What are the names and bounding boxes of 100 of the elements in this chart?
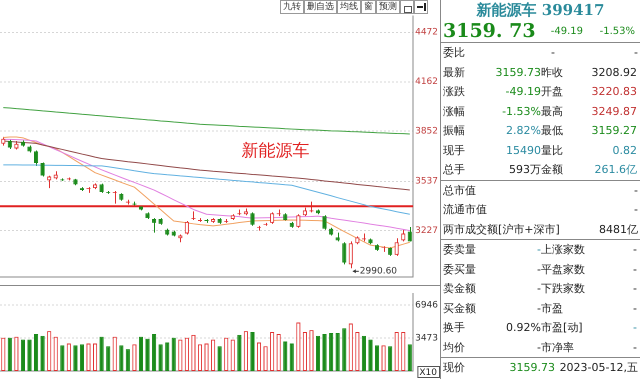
text: 换手	[443, 320, 466, 336]
text: 金额	[541, 162, 564, 178]
text: 市净率	[541, 340, 575, 355]
text: 涨跌	[443, 84, 466, 100]
bar	[40, 336, 45, 371]
text: -	[536, 302, 541, 315]
bar	[100, 336, 104, 371]
text: 两市成交额[沪市+深市]	[443, 222, 561, 237]
text: 0.82	[612, 144, 637, 157]
bar	[145, 338, 150, 371]
text: 最低	[541, 123, 564, 138]
text: 涨幅	[443, 104, 466, 119]
bar	[165, 342, 170, 371]
text: 现价	[443, 360, 466, 376]
text: 新能源车	[242, 141, 310, 162]
candlestick	[322, 214, 327, 230]
candlestick	[250, 212, 255, 226]
candlestick	[342, 242, 346, 265]
candlestick	[394, 238, 399, 256]
candlestick	[348, 240, 353, 269]
bar	[374, 345, 380, 371]
y-tick-label: 4162	[415, 77, 438, 88]
text: 3249.87	[590, 104, 637, 118]
bar	[336, 333, 340, 371]
text: 预测	[376, 0, 400, 14]
text: -1.53%	[501, 104, 541, 118]
text: -	[536, 262, 541, 276]
text: 2.82%	[505, 124, 541, 138]
candlestick	[47, 175, 52, 189]
text: -	[550, 46, 555, 60]
text: 最新	[443, 64, 466, 80]
annotation: 2990.60	[360, 266, 398, 277]
candlestick	[270, 212, 274, 224]
text: -49.19	[550, 26, 583, 36]
text: 委卖量	[443, 242, 477, 258]
text: -	[633, 46, 638, 60]
text: 卖金额	[443, 281, 477, 296]
text: 3208.92	[590, 66, 637, 79]
y-tick-label: 4472	[415, 28, 438, 38]
y-tick-label: 3537	[415, 176, 438, 187]
text: 2023-05-12,五	[558, 360, 638, 376]
bar	[106, 346, 110, 371]
bar	[218, 346, 222, 371]
text: X10	[419, 368, 438, 378]
text: 市盈	[541, 300, 564, 316]
bar	[80, 344, 84, 371]
bar	[138, 336, 144, 371]
text: 15490	[505, 144, 541, 157]
y-tick-label: 3473	[415, 333, 438, 344]
bar	[290, 343, 294, 371]
candlestick	[401, 229, 406, 242]
y-tick-label: 3852	[415, 126, 438, 136]
text: 3159. 73	[443, 20, 536, 42]
text: 买金额	[443, 300, 477, 316]
text: 3159.73	[508, 361, 555, 374]
text: 总市值	[443, 182, 477, 198]
bar	[322, 334, 327, 371]
text: 量比	[541, 142, 564, 158]
candlestick	[296, 214, 300, 228]
text: -	[633, 184, 638, 197]
text: 流通市值	[443, 202, 488, 218]
text: 均价	[443, 340, 466, 355]
text: 均线	[337, 0, 361, 14]
bar	[316, 336, 320, 371]
bar	[20, 340, 26, 371]
text: 市盈[动]	[541, 320, 583, 336]
candlestick	[40, 162, 45, 178]
text: 0.92%	[505, 321, 541, 334]
text: 振幅	[443, 123, 466, 138]
candlestick	[152, 218, 156, 234]
text: 委买量	[443, 262, 477, 277]
text: -	[536, 282, 541, 296]
text: 8481亿	[598, 222, 638, 237]
bar	[172, 338, 176, 371]
bar	[60, 345, 64, 371]
bar	[342, 328, 346, 371]
bar	[8, 338, 12, 371]
text: 上涨家数	[541, 242, 585, 258]
text: 261.6亿	[594, 162, 637, 178]
text: -	[632, 321, 637, 334]
text: 下跌家数	[541, 281, 585, 296]
candlestick	[8, 138, 12, 150]
bar	[362, 336, 366, 371]
text: -49.19	[504, 85, 541, 98]
bar	[237, 334, 242, 371]
y-tick-label: 6946	[415, 300, 438, 310]
text: -	[633, 282, 637, 296]
text: 现手	[443, 142, 466, 158]
text: 3159.27	[590, 124, 637, 138]
text: -	[632, 302, 637, 315]
text: 最高	[541, 104, 564, 119]
bar	[73, 345, 78, 371]
text: -	[632, 340, 637, 354]
bar	[408, 344, 412, 371]
candlestick	[408, 226, 412, 242]
bar	[27, 340, 32, 371]
bar	[34, 334, 38, 371]
candlestick	[100, 183, 104, 194]
text: 昨收	[541, 64, 564, 80]
text: 开盘	[541, 84, 564, 100]
